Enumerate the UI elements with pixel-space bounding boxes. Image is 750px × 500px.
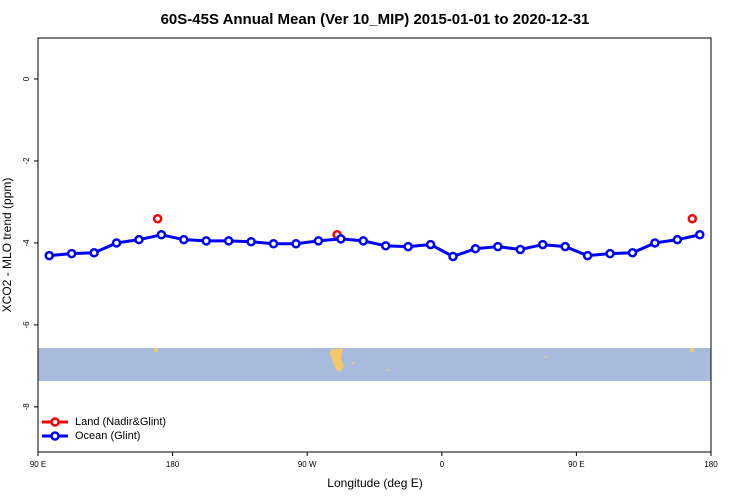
x-tick-label: 90 E (568, 460, 584, 469)
data-point (358, 236, 369, 246)
data-point (380, 241, 391, 251)
data-point (89, 248, 99, 258)
x-axis-label: Longitude (deg E) (327, 476, 422, 490)
x-tick-label: 0 (440, 460, 445, 469)
y-tick-label: 0 (22, 76, 31, 81)
data-point (538, 239, 548, 250)
x-tick-label: 180 (704, 460, 718, 469)
data-point (560, 241, 570, 252)
data-point (687, 214, 698, 224)
y-axis-label: XCO2 - MLO trend (ppm) (0, 178, 14, 313)
data-point (650, 238, 660, 248)
data-point (66, 248, 77, 259)
y-tick-label: -8 (22, 403, 31, 411)
y-tick-label: -2 (22, 157, 31, 165)
data-point (111, 238, 122, 248)
x-tick-label: 90 E (30, 460, 46, 469)
plot-frame (37, 37, 712, 453)
legend-label: Ocean (Glint) (75, 430, 140, 442)
data-point (336, 234, 346, 244)
data-point (291, 239, 301, 249)
data-point (515, 244, 526, 255)
data-point (470, 243, 481, 254)
y-tick-label: -6 (22, 321, 31, 329)
map-strip (38, 348, 711, 381)
data-point (201, 236, 211, 246)
y-tick-label: -4 (22, 239, 31, 247)
legend-label: Land (Nadir&Glint) (75, 416, 166, 428)
data-point (156, 230, 167, 240)
data-point (582, 250, 593, 261)
data-point (695, 230, 705, 240)
legend-marker (50, 431, 60, 441)
data-point (448, 251, 458, 262)
data-point (134, 234, 144, 245)
data-point (44, 250, 54, 261)
data-point (403, 241, 413, 252)
data-point (268, 239, 279, 249)
data-point (672, 234, 683, 245)
data-point (627, 248, 638, 258)
data-point (493, 241, 503, 252)
chart-title: 60S-45S Annual Mean (Ver 10_MIP) 2015-01… (161, 11, 590, 28)
data-point (313, 236, 324, 246)
x-tick-label: 180 (166, 460, 180, 469)
data-point (179, 234, 189, 245)
data-point (246, 236, 256, 247)
series-line (49, 233, 701, 259)
data-point (605, 248, 615, 259)
data-point (152, 214, 163, 224)
legend-marker (50, 417, 60, 427)
x-tick-label: 90 W (298, 460, 317, 469)
data-point (223, 236, 234, 246)
data-point (425, 239, 436, 250)
